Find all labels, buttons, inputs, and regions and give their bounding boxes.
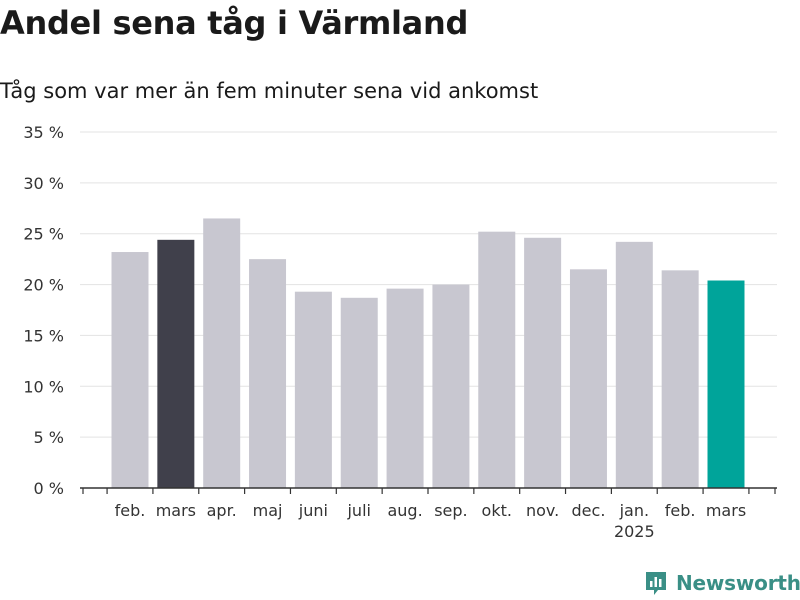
newsworthy-logo-icon <box>646 572 666 595</box>
y-tick-label: 0 % <box>34 479 64 498</box>
newsworthy-logo: Newsworthy <box>644 570 800 596</box>
bar <box>294 291 332 488</box>
bar <box>524 237 562 488</box>
x-tick-label: mars <box>706 501 746 520</box>
y-tick-label: 5 % <box>34 428 64 447</box>
chart-title: Andel sena tåg i Värmland <box>0 4 469 42</box>
x-tick-label: dec. <box>572 501 606 520</box>
x-tick-sublabel: 2025 <box>614 522 655 541</box>
x-tick-label: jan. <box>619 501 649 520</box>
bar <box>249 259 287 488</box>
x-tick-label: okt. <box>482 501 512 520</box>
y-tick-label: 35 % <box>23 123 64 142</box>
y-tick-label: 30 % <box>23 174 64 193</box>
brand-name: Newsworthy <box>676 571 800 595</box>
x-tick-label: juli <box>346 501 370 520</box>
x-tick-label: juni <box>298 501 328 520</box>
bar <box>569 269 607 488</box>
y-tick-label: 25 % <box>23 225 64 244</box>
y-tick-label: 10 % <box>23 377 64 396</box>
x-tick-label: feb. <box>665 501 696 520</box>
bar <box>707 280 745 488</box>
x-tick-label: sep. <box>434 501 467 520</box>
bar <box>432 284 470 488</box>
bar <box>111 252 149 488</box>
bar <box>340 297 378 488</box>
bar <box>661 270 699 488</box>
x-tick-label: apr. <box>207 501 237 520</box>
x-tick-label: feb. <box>115 501 146 520</box>
bar <box>386 288 424 488</box>
x-tick-label: maj <box>253 501 283 520</box>
bar <box>203 218 241 488</box>
x-tick-label: mars <box>156 501 196 520</box>
bar <box>478 231 516 488</box>
x-tick-label: nov. <box>526 501 559 520</box>
chart-subtitle: Tåg som var mer än fem minuter sena vid … <box>0 79 539 103</box>
bar <box>615 241 653 488</box>
bar <box>157 239 195 488</box>
y-tick-label: 15 % <box>23 326 64 345</box>
x-tick-label: aug. <box>387 501 422 520</box>
y-tick-label: 20 % <box>23 276 64 295</box>
